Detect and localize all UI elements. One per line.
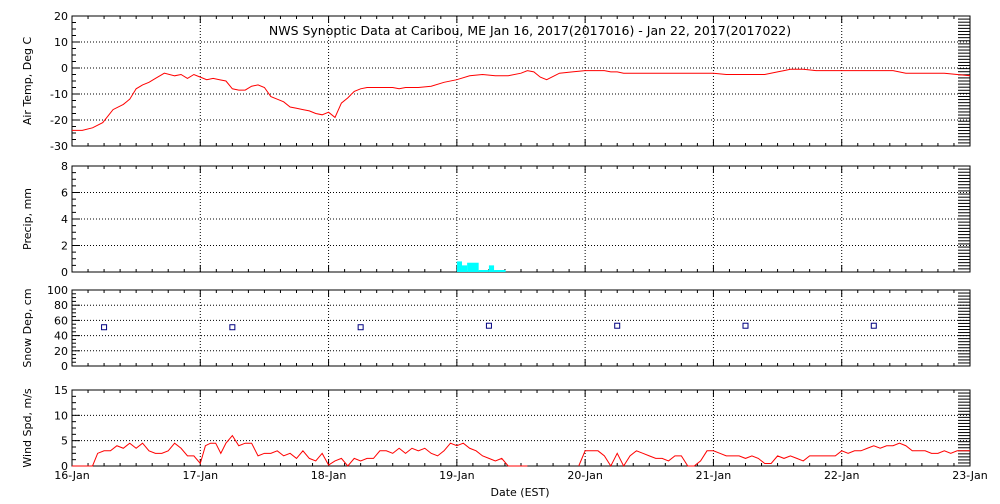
wind-speed-y-tick-label: 0	[61, 460, 68, 473]
precip-y-tick-label: 8	[61, 160, 68, 173]
wind-speed-frame	[71, 389, 971, 467]
snow-depth-point	[229, 324, 236, 331]
x-tick-label: 19-Jan	[439, 469, 475, 482]
snow-depth-y-tick-label: 40	[54, 330, 68, 343]
snow-depth-y-tick-label: 100	[47, 284, 68, 297]
snow-depth-point	[101, 324, 108, 331]
x-tick-label: 21-Jan	[696, 469, 732, 482]
precip-bar	[478, 270, 489, 272]
snow-depth-point	[742, 322, 749, 329]
snow-depth-point	[870, 322, 877, 329]
precip-bar	[456, 261, 462, 272]
precip-y-tick-label: 2	[61, 240, 68, 253]
snow-depth-y-tick-label: 20	[54, 345, 68, 358]
precip-y-axis-label: Precip, mm	[21, 188, 34, 250]
chart-title: NWS Synoptic Data at Caribou, ME Jan 16,…	[269, 23, 791, 38]
x-tick-label: 20-Jan	[567, 469, 603, 482]
x-tick-label: 16-Jan	[54, 469, 90, 482]
precip-frame	[71, 165, 971, 273]
wind-speed-y-tick-label: 10	[54, 409, 68, 422]
x-axis-label: Date (EST)	[490, 486, 549, 499]
precip-bar	[461, 265, 468, 272]
air-temp-y-tick-label: 20	[54, 10, 68, 23]
snow-depth-panel: 0 20 40 60 80 100 Snow Dep, cm	[21, 284, 971, 373]
precip-y-tick-label: 4	[61, 213, 68, 226]
precip-bar	[494, 270, 506, 272]
wind-speed-series-line	[578, 442, 970, 468]
air-temp-y-tick-label: -10	[50, 88, 68, 101]
air-temp-y-axis-label: Air Temp, Deg C	[21, 37, 34, 126]
precip-bar	[467, 262, 479, 272]
precip-bar	[488, 265, 495, 272]
snow-depth-y-tick-label: 0	[61, 360, 68, 373]
snow-depth-y-axis-label: Snow Dep, cm	[21, 288, 34, 367]
snow-depth-y-tick-label: 60	[54, 314, 68, 327]
air-temp-series-line	[72, 68, 971, 131]
air-temp-y-tick-label: 0	[61, 62, 68, 75]
air-temp-y-tick-label: -30	[50, 140, 68, 153]
air-temp-frame	[71, 15, 971, 147]
precip-panel: 0 2 4 6 8 Precip, mm	[21, 160, 971, 279]
snow-depth-frame	[71, 289, 971, 367]
x-tick-label: 18-Jan	[311, 469, 347, 482]
x-tick-label: 22-Jan	[824, 469, 860, 482]
air-temp-panel: -30 -20 -10 0 10 20 Air Temp, Deg C	[21, 10, 971, 153]
air-temp-y-tick-label: 10	[54, 36, 68, 49]
x-tick-label: 23-Jan	[952, 469, 988, 482]
air-temp-y-tick-label: -20	[50, 114, 68, 127]
snow-depth-point	[485, 322, 492, 329]
x-tick-label: 17-Jan	[183, 469, 219, 482]
precip-y-tick-label: 0	[61, 266, 68, 279]
snow-depth-point	[614, 322, 621, 329]
wind-speed-y-tick-label: 15	[54, 384, 68, 397]
snow-depth-y-tick-label: 80	[54, 299, 68, 312]
wind-speed-panel: 0 5 10 15 Wind Spd, m/s	[21, 384, 971, 473]
wind-speed-y-axis-label: Wind Spd, m/s	[21, 388, 34, 468]
snow-depth-point	[357, 324, 364, 331]
precip-y-tick-label: 6	[61, 187, 68, 200]
wind-speed-y-tick-label: 5	[61, 435, 68, 448]
wind-speed-series-line	[72, 434, 528, 467]
